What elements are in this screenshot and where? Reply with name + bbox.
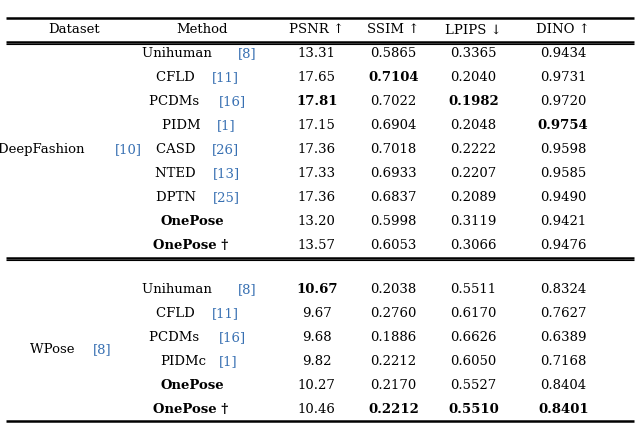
Text: 13.31: 13.31 <box>298 47 336 60</box>
Text: 0.2207: 0.2207 <box>451 168 497 181</box>
Text: [1]: [1] <box>217 119 236 132</box>
Text: DeepFashion: DeepFashion <box>0 143 88 156</box>
Text: 0.2212: 0.2212 <box>368 403 419 416</box>
Text: [1]: [1] <box>220 355 238 368</box>
Text: Dataset: Dataset <box>48 23 99 36</box>
Text: 17.36: 17.36 <box>298 191 336 204</box>
Text: 9.68: 9.68 <box>302 331 332 344</box>
Text: 0.1982: 0.1982 <box>448 95 499 109</box>
Text: 0.6050: 0.6050 <box>451 355 497 368</box>
Text: [16]: [16] <box>219 95 246 109</box>
Text: [16]: [16] <box>219 331 246 344</box>
Text: 10.27: 10.27 <box>298 379 336 392</box>
Text: 0.7627: 0.7627 <box>540 307 586 320</box>
Text: PCDMs: PCDMs <box>149 95 204 109</box>
Text: CASD: CASD <box>156 143 200 156</box>
Text: 0.9490: 0.9490 <box>540 191 586 204</box>
Text: Unihuman: Unihuman <box>142 283 216 296</box>
Text: 0.2760: 0.2760 <box>371 307 417 320</box>
Text: 0.9731: 0.9731 <box>540 72 586 84</box>
Text: [25]: [25] <box>212 191 240 204</box>
Text: 13.20: 13.20 <box>298 215 336 228</box>
Text: 17.15: 17.15 <box>298 119 336 132</box>
Text: 0.6170: 0.6170 <box>451 307 497 320</box>
Text: 0.9585: 0.9585 <box>540 168 586 181</box>
Text: 0.3119: 0.3119 <box>451 215 497 228</box>
Text: DINO ↑: DINO ↑ <box>536 23 590 36</box>
Text: 0.9720: 0.9720 <box>540 95 586 109</box>
Text: 0.7018: 0.7018 <box>371 143 417 156</box>
Text: 17.65: 17.65 <box>298 72 336 84</box>
Text: 0.2222: 0.2222 <box>451 143 497 156</box>
Text: 0.9421: 0.9421 <box>540 215 586 228</box>
Text: 0.5865: 0.5865 <box>371 47 417 60</box>
Text: 0.9598: 0.9598 <box>540 143 586 156</box>
Text: Method: Method <box>176 23 227 36</box>
Text: 0.6837: 0.6837 <box>371 191 417 204</box>
Text: [13]: [13] <box>213 168 240 181</box>
Text: 0.2038: 0.2038 <box>371 283 417 296</box>
Text: 13.57: 13.57 <box>298 240 336 253</box>
Text: 0.2170: 0.2170 <box>371 379 417 392</box>
Text: 0.7104: 0.7104 <box>368 72 419 84</box>
Text: PCDMs: PCDMs <box>149 331 204 344</box>
Text: [11]: [11] <box>212 307 239 320</box>
Text: 0.2048: 0.2048 <box>451 119 497 132</box>
Text: 0.2212: 0.2212 <box>371 355 417 368</box>
Text: 0.6904: 0.6904 <box>371 119 417 132</box>
Text: OnePose: OnePose <box>161 215 224 228</box>
Text: [8]: [8] <box>237 47 256 60</box>
Text: 0.8404: 0.8404 <box>540 379 586 392</box>
Text: DPTN: DPTN <box>156 191 200 204</box>
Text: 9.67: 9.67 <box>302 307 332 320</box>
Text: PIDM: PIDM <box>162 119 205 132</box>
Text: 0.5511: 0.5511 <box>451 283 497 296</box>
Text: 0.2040: 0.2040 <box>451 72 497 84</box>
Text: PSNR ↑: PSNR ↑ <box>289 23 344 36</box>
Text: Unihuman: Unihuman <box>142 47 216 60</box>
Text: 0.7168: 0.7168 <box>540 355 586 368</box>
Text: 0.9434: 0.9434 <box>540 47 586 60</box>
Text: CFLD: CFLD <box>156 72 200 84</box>
Text: 0.7022: 0.7022 <box>371 95 417 109</box>
Text: 17.81: 17.81 <box>296 95 337 109</box>
Text: 17.33: 17.33 <box>298 168 336 181</box>
Text: 0.8401: 0.8401 <box>538 403 589 416</box>
Text: 0.9754: 0.9754 <box>538 119 589 132</box>
Text: PIDMc: PIDMc <box>160 355 206 368</box>
Text: [8]: [8] <box>93 343 111 356</box>
Text: 0.6389: 0.6389 <box>540 331 586 344</box>
Text: 0.2089: 0.2089 <box>451 191 497 204</box>
Text: 0.6626: 0.6626 <box>451 331 497 344</box>
Text: [8]: [8] <box>237 283 256 296</box>
Text: 0.8324: 0.8324 <box>540 283 586 296</box>
Text: 0.5510: 0.5510 <box>448 403 499 416</box>
Text: 0.9476: 0.9476 <box>540 240 586 253</box>
Text: WPose: WPose <box>30 343 79 356</box>
Text: 17.36: 17.36 <box>298 143 336 156</box>
Text: NTED: NTED <box>155 168 200 181</box>
Text: [11]: [11] <box>212 72 239 84</box>
Text: 0.6053: 0.6053 <box>371 240 417 253</box>
Text: 10.67: 10.67 <box>296 283 337 296</box>
Text: 0.5527: 0.5527 <box>451 379 497 392</box>
Text: SSIM ↑: SSIM ↑ <box>367 23 420 36</box>
Text: CFLD: CFLD <box>156 307 200 320</box>
Text: OnePose †: OnePose † <box>153 403 228 416</box>
Text: 0.5998: 0.5998 <box>371 215 417 228</box>
Text: 0.6933: 0.6933 <box>371 168 417 181</box>
Text: 0.3365: 0.3365 <box>451 47 497 60</box>
Text: 10.46: 10.46 <box>298 403 336 416</box>
Text: OnePose: OnePose <box>161 379 224 392</box>
Text: [10]: [10] <box>115 143 141 156</box>
Text: 0.1886: 0.1886 <box>371 331 417 344</box>
Text: OnePose †: OnePose † <box>153 240 228 253</box>
Text: 9.82: 9.82 <box>302 355 332 368</box>
Text: 0.3066: 0.3066 <box>451 240 497 253</box>
Text: LPIPS ↓: LPIPS ↓ <box>445 23 502 36</box>
Text: [26]: [26] <box>212 143 239 156</box>
